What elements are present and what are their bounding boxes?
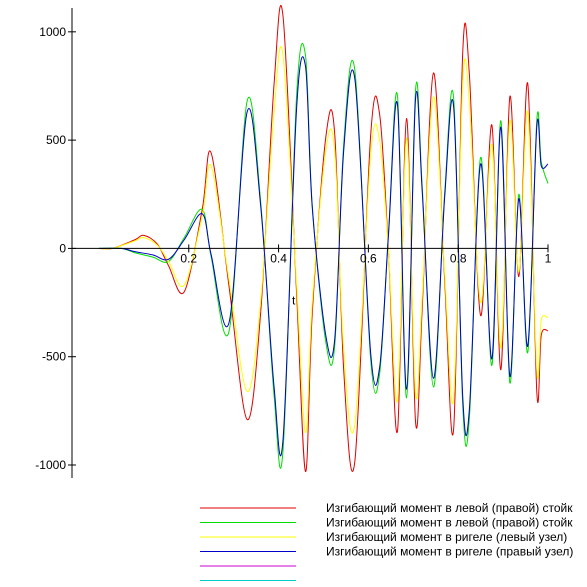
legend-label-2: Изгибающий момент в ригеле (левый узел) [326,530,567,544]
x-tick-label-2: 0.6 [360,251,377,265]
x-tick-label-0: 0.2 [180,251,197,265]
series-line-3 [98,56,549,457]
legend-label-0: Изгибающий момент в левой (правой) стойк [326,501,573,515]
tick-marks: 0.2 0.4 0.6 0.8 1 1000 500 0 -500 -1000 [35,25,551,472]
y-tick-label-3: -500 [42,350,66,364]
series-line-0 [98,5,549,473]
series-line-1 [98,42,549,469]
legend: Изгибающий момент в левой (правой) стойк… [200,501,573,581]
y-tick-label-2: 0 [59,241,66,255]
x-tick-label-3: 0.8 [450,251,467,265]
legend-label-3: Изгибающий момент в ригеле (правый узел) [326,545,573,559]
y-tick-label-4: -1000 [35,458,66,472]
x-tick-label-1: 0.4 [270,251,287,265]
series-line-2 [98,46,549,434]
y-tick-label-0: 1000 [39,25,66,39]
x-tick-label-4: 1 [545,251,552,265]
series-lines [98,5,549,473]
x-axis-label: t [292,293,296,307]
axes [71,8,548,478]
legend-label-1: Изгибающий момент в левой (правой) стойк [326,516,573,530]
y-tick-label-1: 500 [46,133,66,147]
